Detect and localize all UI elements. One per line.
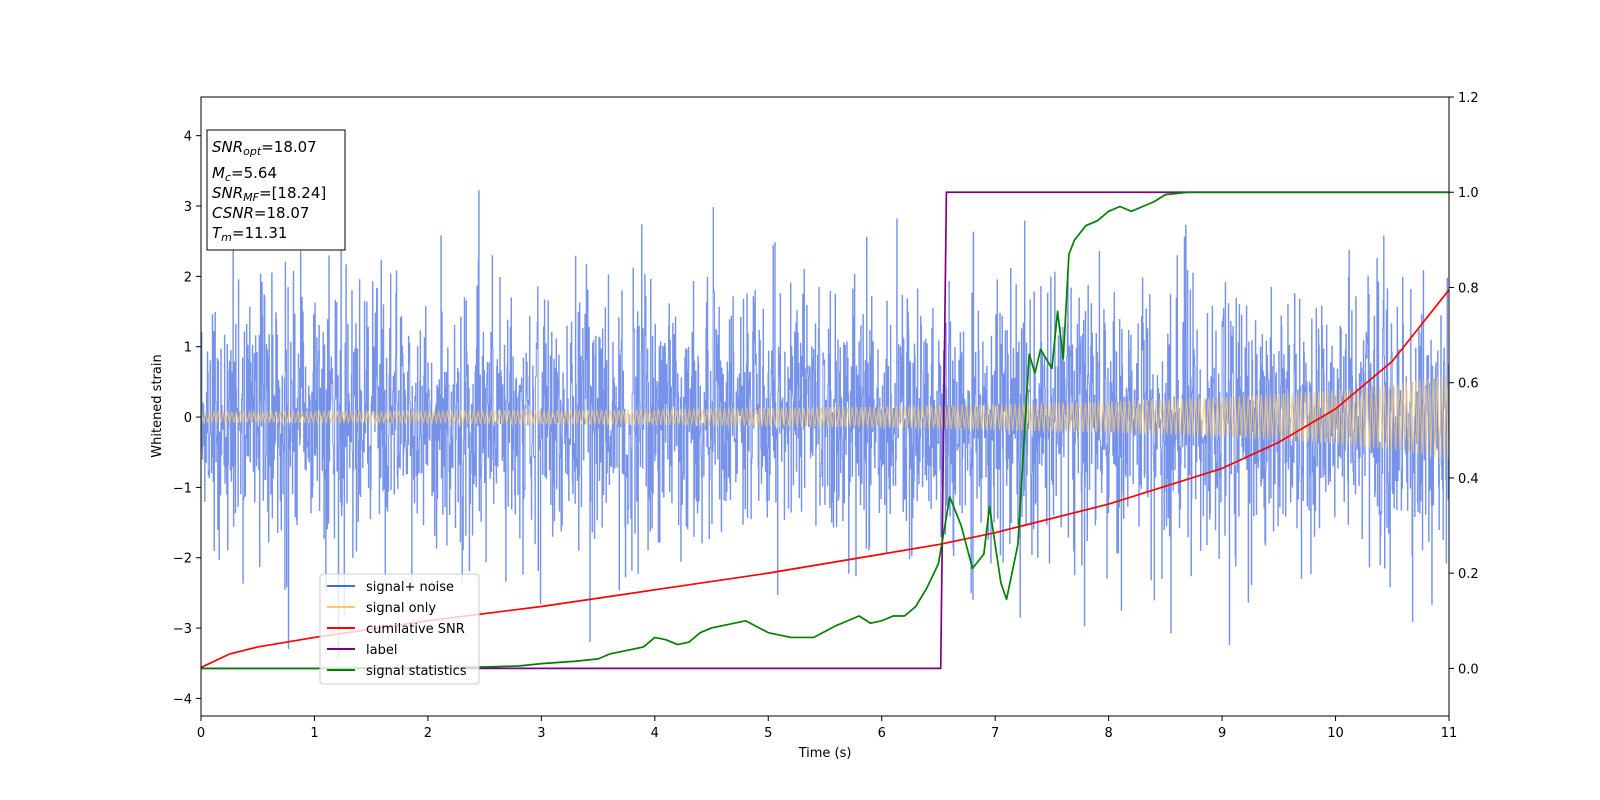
y2-tick-label: 0.4: [1458, 472, 1479, 487]
plot-area: [201, 190, 1449, 670]
legend: signal+ noise signal only cumilative SNR…: [319, 573, 480, 685]
y-tick-label: 4: [184, 130, 192, 145]
signal-noise-line: [201, 190, 1449, 659]
y-tick-label: 1: [184, 341, 192, 356]
annotation-box: SNRopt=18.07 Mc=5.64 SNRMF=[18.24] CSNR=…: [206, 129, 346, 251]
x-tick-label: 2: [424, 726, 432, 741]
y-tick-label: −1: [173, 481, 192, 496]
x-tick-label: 9: [1218, 726, 1226, 741]
x-axis-ticks: 0 1 2 3 4 5 6 7 8 9 10 11: [197, 716, 1457, 741]
legend-label-signal-statistics: signal statistics: [366, 664, 467, 679]
annotation-snr-mf: SNRMF=[18.24]: [212, 184, 326, 204]
y-tick-label: 0: [184, 411, 192, 426]
y-axis-ticks: −4 −3 −2 −1 0 1 2 3 4: [173, 130, 201, 707]
signal-noise-series: [201, 190, 1449, 659]
legend-label-signal-noise: signal+ noise: [366, 580, 454, 595]
y-tick-label: 2: [184, 270, 192, 285]
x-tick-label: 6: [878, 726, 886, 741]
y2-tick-label: 0.2: [1458, 567, 1479, 582]
legend-label-signal-only: signal only: [366, 601, 436, 616]
y-tick-label: −2: [173, 552, 192, 567]
plot-frame: [200, 96, 1450, 717]
annotation-mc: Mc=5.64: [212, 164, 277, 184]
x-axis-label: Time (s): [798, 746, 852, 761]
x-tick-label: 1: [310, 726, 318, 741]
y-tick-label: 3: [184, 200, 192, 215]
signal-only-line: [201, 375, 1449, 460]
x-tick-label: 5: [764, 726, 772, 741]
annotation-tm: Tm=11.31: [212, 224, 287, 244]
y-tick-label: −3: [173, 622, 192, 637]
legend-frame: [319, 573, 480, 685]
y2-tick-label: 0.0: [1458, 662, 1479, 677]
y-tick-label: −4: [173, 692, 192, 707]
x-tick-label: 11: [1441, 726, 1458, 741]
legend-label-label: label: [366, 643, 397, 658]
x-tick-label: 8: [1104, 726, 1112, 741]
y2-tick-label: 1.2: [1458, 91, 1479, 106]
right-axis-series: [201, 191, 1449, 670]
legend-label-cumulative-snr: cumilative SNR: [366, 622, 465, 637]
x-tick-label: 10: [1327, 726, 1344, 741]
x-tick-label: 3: [537, 726, 545, 741]
annotation-snr-opt: SNRopt=18.07: [212, 138, 317, 158]
x-tick-label: 7: [991, 726, 999, 741]
y2-tick-label: 1.0: [1458, 186, 1479, 201]
y2-tick-label: 0.8: [1458, 281, 1479, 296]
y2-axis-ticks: 0.0 0.2 0.4 0.6 0.8 1.0 1.2: [1449, 91, 1479, 677]
cumulative-snr-line: [201, 289, 1449, 669]
annotation-csnr: CSNR=18.07: [212, 204, 309, 222]
annotation-frame: [206, 129, 346, 251]
y-axis-label: Whitened strain: [150, 354, 165, 457]
y2-tick-label: 0.6: [1458, 377, 1479, 392]
signal-statistics-line: [201, 191, 1449, 670]
x-tick-label: 4: [651, 726, 659, 741]
signal-only-series: [201, 375, 1449, 460]
x-tick-label: 0: [197, 726, 205, 741]
